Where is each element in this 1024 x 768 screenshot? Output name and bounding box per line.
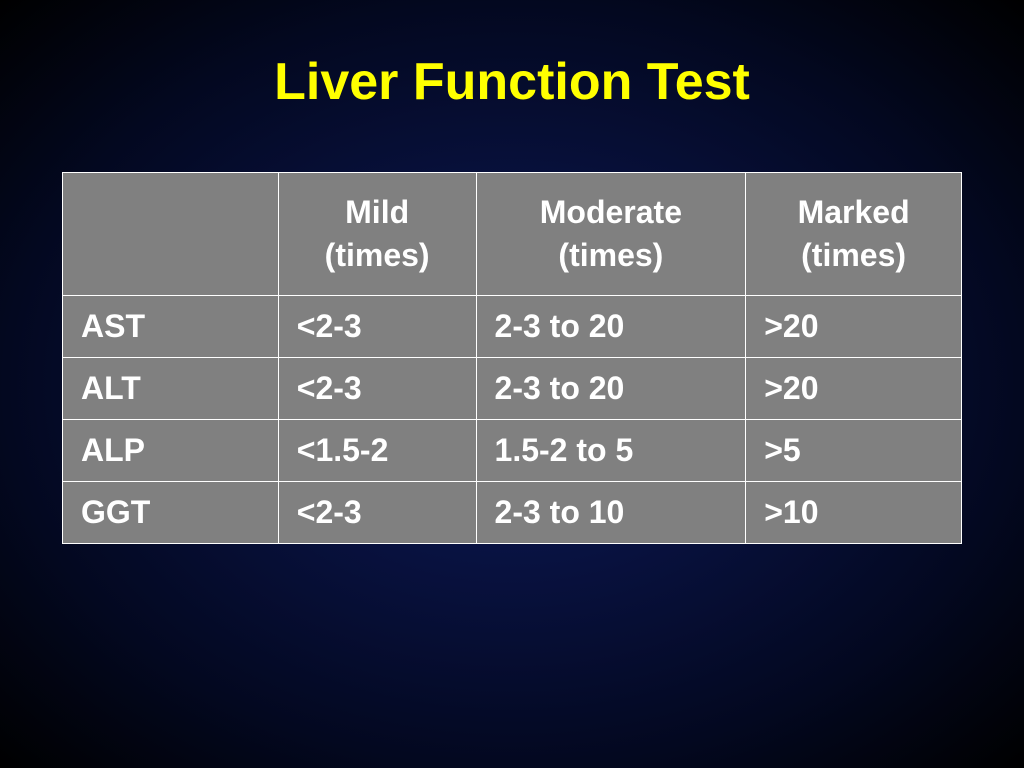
col-header-label <box>63 173 279 296</box>
col-header-line1: Marked <box>756 191 951 234</box>
slide-title: Liver Function Test <box>274 52 750 112</box>
row-label: ALT <box>63 358 279 420</box>
lft-table-container: Mild (times) Moderate (times) Marked (ti… <box>62 172 962 544</box>
col-header-line1: Moderate <box>487 191 736 234</box>
table-row: GGT <2-3 2-3 to 10 >10 <box>63 482 962 544</box>
row-label: AST <box>63 296 279 358</box>
cell-marked: >5 <box>746 420 962 482</box>
col-header-mild: Mild (times) <box>278 173 476 296</box>
cell-mild: <2-3 <box>278 358 476 420</box>
cell-mild: <2-3 <box>278 482 476 544</box>
lft-table: Mild (times) Moderate (times) Marked (ti… <box>62 172 962 544</box>
col-header-line2: (times) <box>756 234 951 277</box>
row-label: GGT <box>63 482 279 544</box>
table-row: ALT <2-3 2-3 to 20 >20 <box>63 358 962 420</box>
col-header-moderate: Moderate (times) <box>476 173 746 296</box>
cell-marked: >20 <box>746 358 962 420</box>
col-header-line2: (times) <box>289 234 466 277</box>
cell-moderate: 2-3 to 20 <box>476 296 746 358</box>
cell-moderate: 2-3 to 20 <box>476 358 746 420</box>
col-header-line1: Mild <box>289 191 466 234</box>
col-header-marked: Marked (times) <box>746 173 962 296</box>
col-header-line2: (times) <box>487 234 736 277</box>
table-row: AST <2-3 2-3 to 20 >20 <box>63 296 962 358</box>
cell-marked: >20 <box>746 296 962 358</box>
cell-mild: <1.5-2 <box>278 420 476 482</box>
row-label: ALP <box>63 420 279 482</box>
table-row: ALP <1.5-2 1.5-2 to 5 >5 <box>63 420 962 482</box>
cell-mild: <2-3 <box>278 296 476 358</box>
cell-moderate: 1.5-2 to 5 <box>476 420 746 482</box>
table-header-row: Mild (times) Moderate (times) Marked (ti… <box>63 173 962 296</box>
cell-marked: >10 <box>746 482 962 544</box>
cell-moderate: 2-3 to 10 <box>476 482 746 544</box>
